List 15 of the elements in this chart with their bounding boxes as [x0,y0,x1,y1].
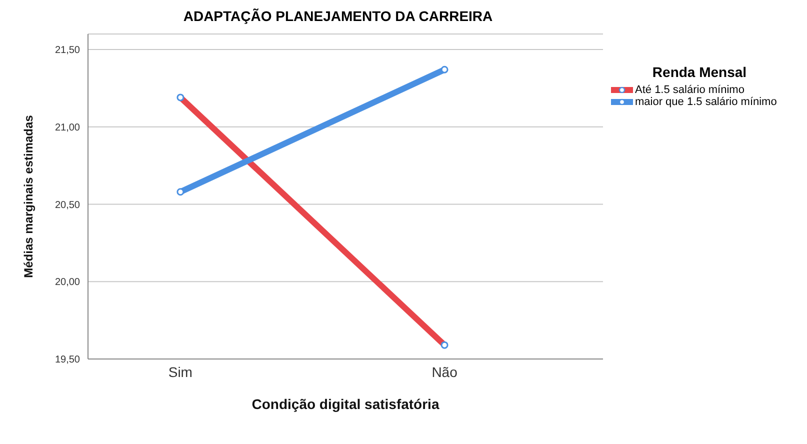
y-tick-label: 21,00 [54,122,80,134]
legend-label: Até 1.5 salário mínimo [635,84,744,96]
legend-label: maior que 1.5 salário mínimo [635,96,777,108]
y-tick-label: 19,50 [54,354,80,366]
x-axis-title: Condição digital satisfatória [252,396,440,412]
point [440,66,448,74]
chart-title: ADAPTAÇÃO PLANEJAMENTO DA CARREIRA [182,8,494,24]
x-tick-label: Não [432,364,458,380]
y-tick-label: 20,00 [54,277,80,288]
point [176,188,184,196]
y-axis-title: Médias marginais estimadas [21,114,36,278]
y-tick-label: 20,50 [54,200,80,211]
legend-title: Renda Mensal [651,64,748,80]
x-tick-label: Sim [168,364,192,380]
y-tick-label: 21,50 [54,45,80,56]
